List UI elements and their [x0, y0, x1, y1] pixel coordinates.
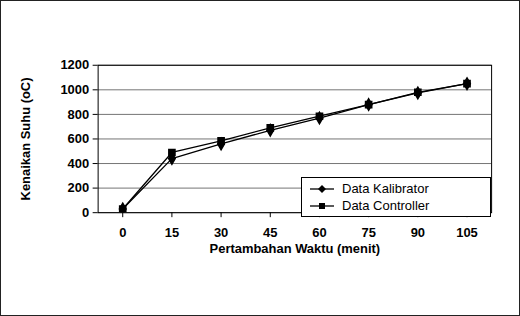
svg-text:30: 30: [214, 225, 228, 240]
svg-text:45: 45: [263, 225, 277, 240]
svg-text:Kenaikan Suhu (oC): Kenaikan Suhu (oC): [18, 78, 33, 201]
svg-text:90: 90: [411, 225, 425, 240]
svg-text:60: 60: [312, 225, 326, 240]
html-text:Data Controller: Data Controller: [342, 198, 430, 213]
svg-text:400: 400: [68, 156, 90, 171]
svg-text:15: 15: [165, 225, 179, 240]
svg-text:600: 600: [68, 131, 90, 146]
svg-text:105: 105: [456, 225, 478, 240]
svg-text:0: 0: [119, 225, 126, 240]
svg-text:1000: 1000: [60, 82, 89, 97]
svg-text:1200: 1200: [60, 57, 89, 72]
svg-text:75: 75: [361, 225, 375, 240]
svg-text:200: 200: [68, 180, 90, 195]
svg-text:0: 0: [82, 205, 89, 220]
html-text:Data Kalibrator: Data Kalibrator: [342, 181, 429, 196]
svg-text:800: 800: [68, 107, 90, 122]
svg-text:Pertambahan Waktu (menit): Pertambahan Waktu (menit): [210, 241, 381, 256]
